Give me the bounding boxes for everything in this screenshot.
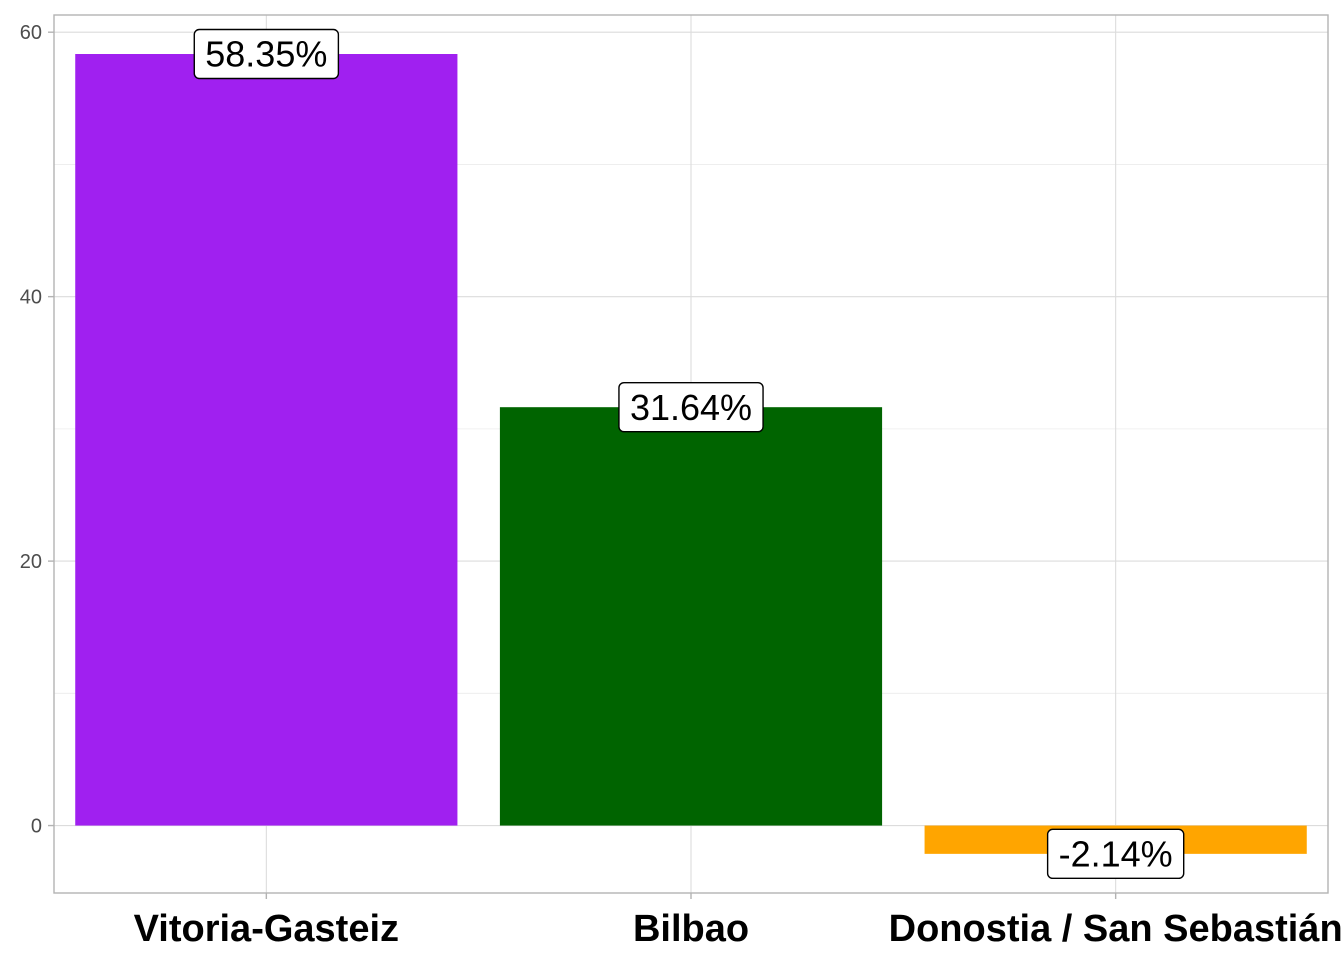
data-label: 58.35% xyxy=(193,28,340,80)
data-label: 31.64% xyxy=(618,381,764,433)
data-label-box xyxy=(1046,828,1185,880)
data-labels: 58.35% 31.64% -2.14% xyxy=(193,28,1185,880)
data-label-text: 31.64% xyxy=(630,387,752,428)
y-tick-label: 40 xyxy=(20,287,42,309)
data-label-text: 58.35% xyxy=(205,34,327,75)
y-tick-label: 0 xyxy=(31,816,42,838)
x-tick-label: Donostia / San Sebastián xyxy=(889,908,1343,950)
bars xyxy=(75,54,1307,854)
axes: 0 20 40 60 Vitoria-Gasteiz Bilbao Donostia / S… xyxy=(20,14,1343,950)
bar xyxy=(75,54,458,826)
bar xyxy=(499,407,883,826)
y-tick-label: 60 xyxy=(20,22,42,44)
data-label-box xyxy=(618,381,764,433)
x-tick-label: Bilbao xyxy=(633,908,749,950)
data-label-box xyxy=(193,28,340,80)
data-label-text: -2.14% xyxy=(1059,833,1173,874)
data-label: -2.14% xyxy=(1046,828,1185,880)
x-tick-label: Vitoria-Gasteiz xyxy=(134,908,399,950)
y-tick-label: 20 xyxy=(20,551,42,573)
